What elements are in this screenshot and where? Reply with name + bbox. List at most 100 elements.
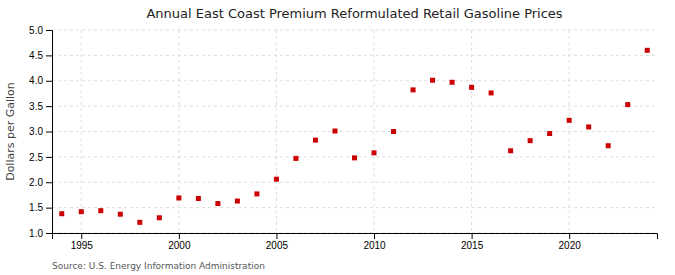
point [489,90,494,95]
y-tick-mark [46,30,52,31]
y-tick: 4.0 [29,75,52,86]
grid-line [52,131,657,132]
x-tick-label: 2015 [461,240,484,251]
x-tick-label: 1995 [71,240,94,251]
y-axis-line [46,31,53,234]
x-tick-mark [179,233,180,239]
point [157,215,162,220]
y-tick: 3.0 [29,126,52,137]
point [137,220,142,225]
y-tick-mark [46,208,52,209]
point [254,191,259,196]
source-note: Source: U.S. Energy Information Administ… [52,261,265,271]
grid-line [52,30,657,31]
x-tick: 2005 [266,233,289,251]
grid-line [81,30,82,233]
x-tick: 2010 [363,233,386,251]
x-axis-line [53,234,658,240]
grid-line [52,106,657,107]
y-tick-label: 4.5 [29,50,43,61]
y-tick-mark [46,182,52,183]
y-tick: 2.0 [29,177,52,188]
point [606,143,611,148]
y-tick-label: 3.5 [29,101,43,112]
x-tick-label: 2010 [363,240,386,251]
grid-line [471,30,472,233]
y-tick-label: 2.5 [29,152,43,163]
y-tick-label: 5.0 [29,25,43,36]
x-tick: 2020 [559,233,582,251]
y-tick-label: 1.5 [29,202,43,213]
point [430,78,435,83]
y-tick: 4.5 [29,50,52,61]
points [59,48,649,225]
grid [52,30,657,233]
point [372,150,377,155]
y-axis: 1.0 1.5 2.0 2.5 3.0 3.5 4.0 4.5 5.0 [29,25,52,239]
x-tick-mark [472,233,473,239]
x-tick-mark [374,233,375,239]
y-tick-label: 2.0 [29,177,43,188]
y-tick-mark [46,132,52,133]
point [547,131,552,136]
x-axis: 1995 2000 2005 2010 2015 2020 [53,233,658,251]
y-axis-title: Dollars per Gallon [4,82,17,181]
point [235,199,240,204]
point [391,129,396,134]
grid-line [52,182,657,183]
grid-line [178,30,179,233]
x-tick: 2015 [461,233,484,251]
y-tick-label: 4.0 [29,75,43,86]
chart: 1995 2000 2005 2010 2015 2020 1.0 1.5 2.0 2.5 3.0 3… [0,0,675,275]
point [59,211,64,216]
grid-line [52,55,657,56]
x-tick-label: 2020 [559,240,582,251]
grid-line [374,30,375,233]
point [313,138,318,143]
y-tick-mark [46,233,52,234]
x-tick: 1995 [71,233,94,251]
x-tick-mark [276,233,277,239]
point [411,87,416,92]
y-tick-mark [46,55,52,56]
point [293,156,298,161]
plot: 1995 2000 2005 2010 2015 2020 1.0 1.5 2.0 2.5 3.0 3… [29,25,657,251]
point [352,155,357,160]
point [586,124,591,129]
y-tick-mark [46,106,52,107]
y-tick: 2.5 [29,152,52,163]
point [118,212,123,217]
point [469,85,474,90]
title: Annual East Coast Premium Reformulated R… [146,6,562,21]
x-tick-label: 2000 [168,240,191,251]
point [176,195,181,200]
y-tick: 5.0 [29,25,52,36]
x-tick-label: 2005 [266,240,289,251]
point [98,208,103,213]
grid-line [52,207,657,208]
y-tick-mark [46,81,52,82]
point [274,177,279,182]
y-tick: 3.5 [29,101,52,112]
point [196,196,201,201]
point [332,128,337,133]
y-tick-mark [46,157,52,158]
point [450,80,455,85]
grid-line [569,30,570,233]
y-tick: 1.5 [29,202,52,213]
x-tick: 2000 [168,233,191,251]
grid-line [52,80,657,81]
point [508,148,513,153]
y-tick: 1.0 [29,228,52,239]
point [79,209,84,214]
point [567,118,572,123]
x-tick-mark [569,233,570,239]
point [528,138,533,143]
point [645,48,650,53]
grid-line [276,30,277,233]
point [215,201,220,206]
y-tick-label: 1.0 [29,228,43,239]
y-tick-label: 3.0 [29,126,43,137]
x-tick-mark [81,233,82,239]
point [625,102,630,107]
